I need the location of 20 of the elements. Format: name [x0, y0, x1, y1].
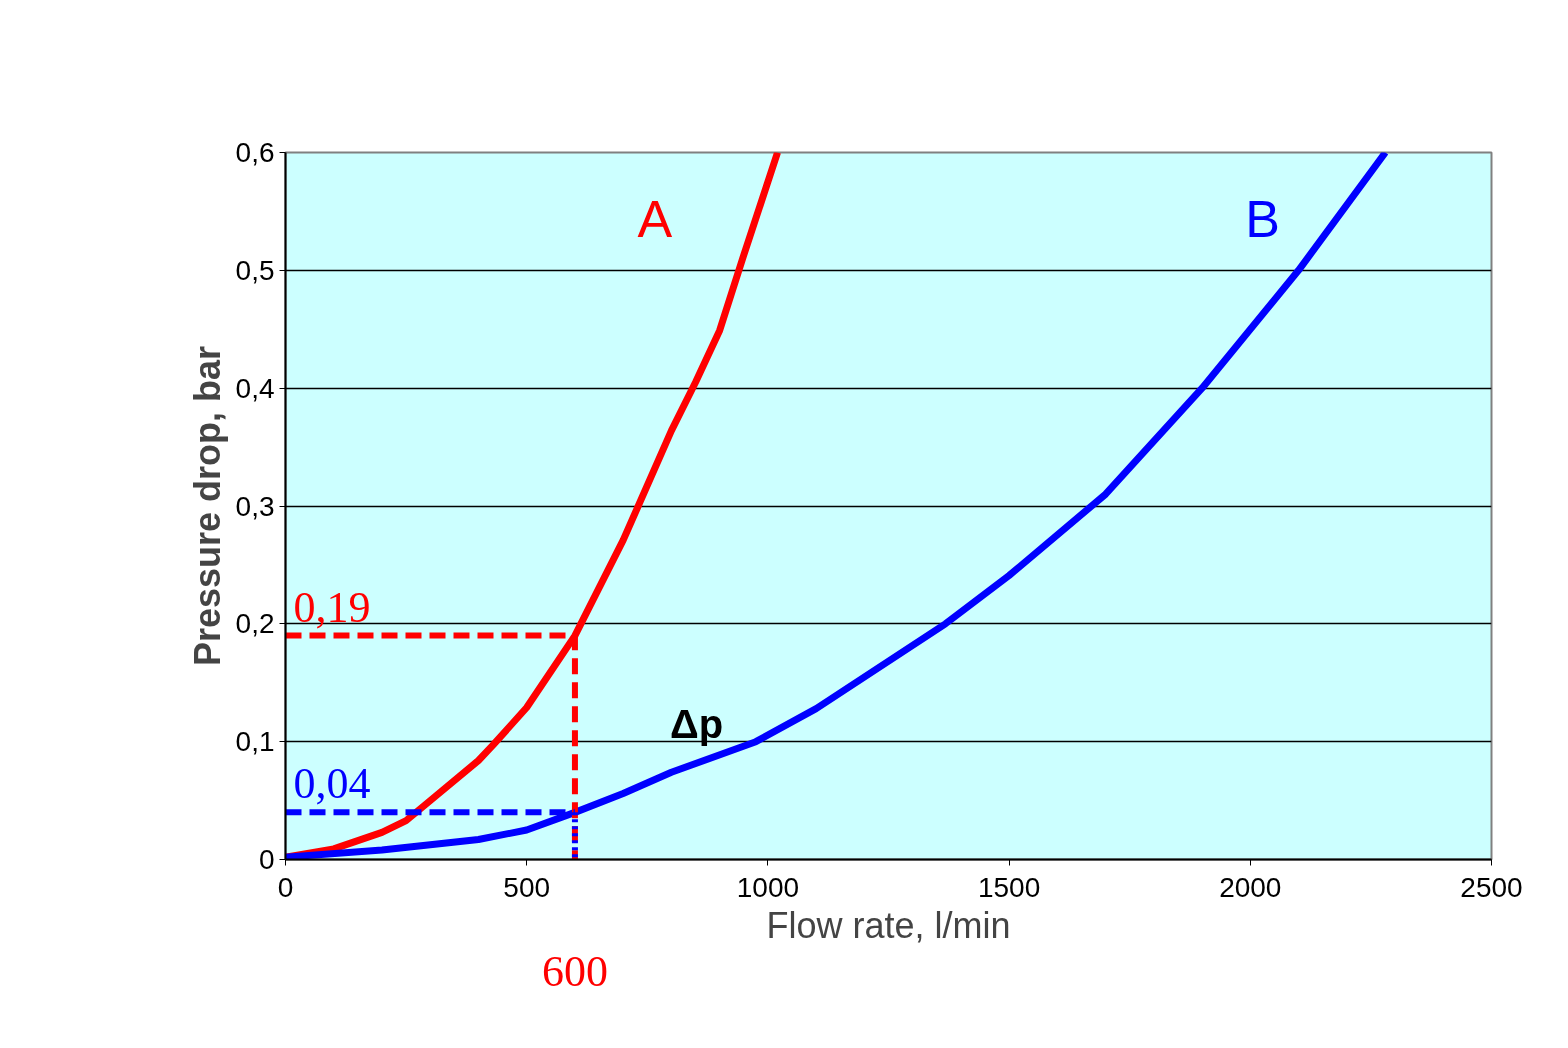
y-tick-label: 0 [258, 844, 275, 875]
annotation: Δp [669, 701, 724, 746]
y-tick-label: 0,2 [235, 608, 275, 640]
x-tick-label: 2000 [1219, 871, 1282, 903]
x-axis-title: Flow rate, l/min [766, 904, 1011, 946]
y-tick-label: 0,3 [235, 490, 275, 522]
y-tick-label: 0,5 [235, 254, 275, 286]
series-label: A [637, 189, 673, 248]
y-tick-label: 0,1 [235, 726, 275, 758]
series-label: B [1245, 189, 1281, 248]
x-tick-label: 2500 [1460, 871, 1523, 903]
y-tick-label: 0,4 [235, 372, 275, 404]
y-tick-label: 0,6 [235, 137, 275, 168]
annotation: 0,19 [293, 582, 371, 632]
y-axis-title: Pressure drop, bar [186, 345, 228, 667]
x-tick-label: 500 [503, 871, 551, 903]
text: 600 [541, 946, 608, 996]
x-tick-label: 1000 [736, 871, 800, 903]
annotation: 0,04 [293, 759, 371, 809]
x-tick-label: 1500 [977, 871, 1041, 903]
